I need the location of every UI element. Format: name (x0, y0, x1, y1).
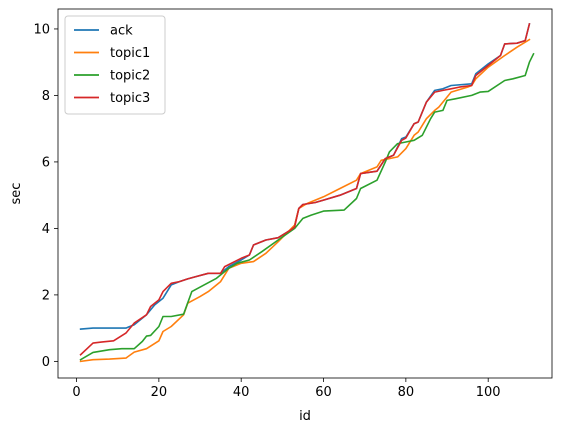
legend-label-ack: ack (110, 24, 133, 39)
series-line-topic2 (79, 52, 535, 361)
y-axis-label: sec (9, 183, 24, 205)
legend-label-topic3: topic3 (110, 91, 150, 106)
plot-lines (79, 23, 535, 363)
x-tick-label: 40 (233, 385, 250, 400)
x-tick-label: 0 (72, 385, 80, 400)
x-tick-label: 20 (151, 385, 168, 400)
y-tick-label: 10 (33, 22, 50, 37)
series-line-topic3 (79, 23, 531, 356)
legend-label-topic1: topic1 (110, 46, 150, 61)
y-tick-label: 4 (42, 222, 50, 237)
x-axis-label: id (299, 409, 311, 424)
x-tick-label: 60 (315, 385, 332, 400)
series-line-topic1 (79, 38, 531, 363)
legend-label-topic2: topic2 (110, 69, 150, 84)
x-tick-label: 80 (398, 385, 415, 400)
x-tick-label: 100 (476, 385, 501, 400)
legend: ack topic1 topic2 topic3 (64, 15, 166, 115)
x-axis: 0 20 40 60 80 100 (72, 378, 501, 400)
y-tick-label: 8 (42, 89, 50, 104)
y-tick-label: 2 (42, 288, 50, 303)
legend-box (64, 15, 166, 115)
y-tick-label: 6 (42, 155, 50, 170)
plot-frame (57, 8, 553, 379)
y-tick-label: 0 (42, 355, 50, 370)
y-axis: 0 2 4 6 8 10 (33, 22, 58, 370)
